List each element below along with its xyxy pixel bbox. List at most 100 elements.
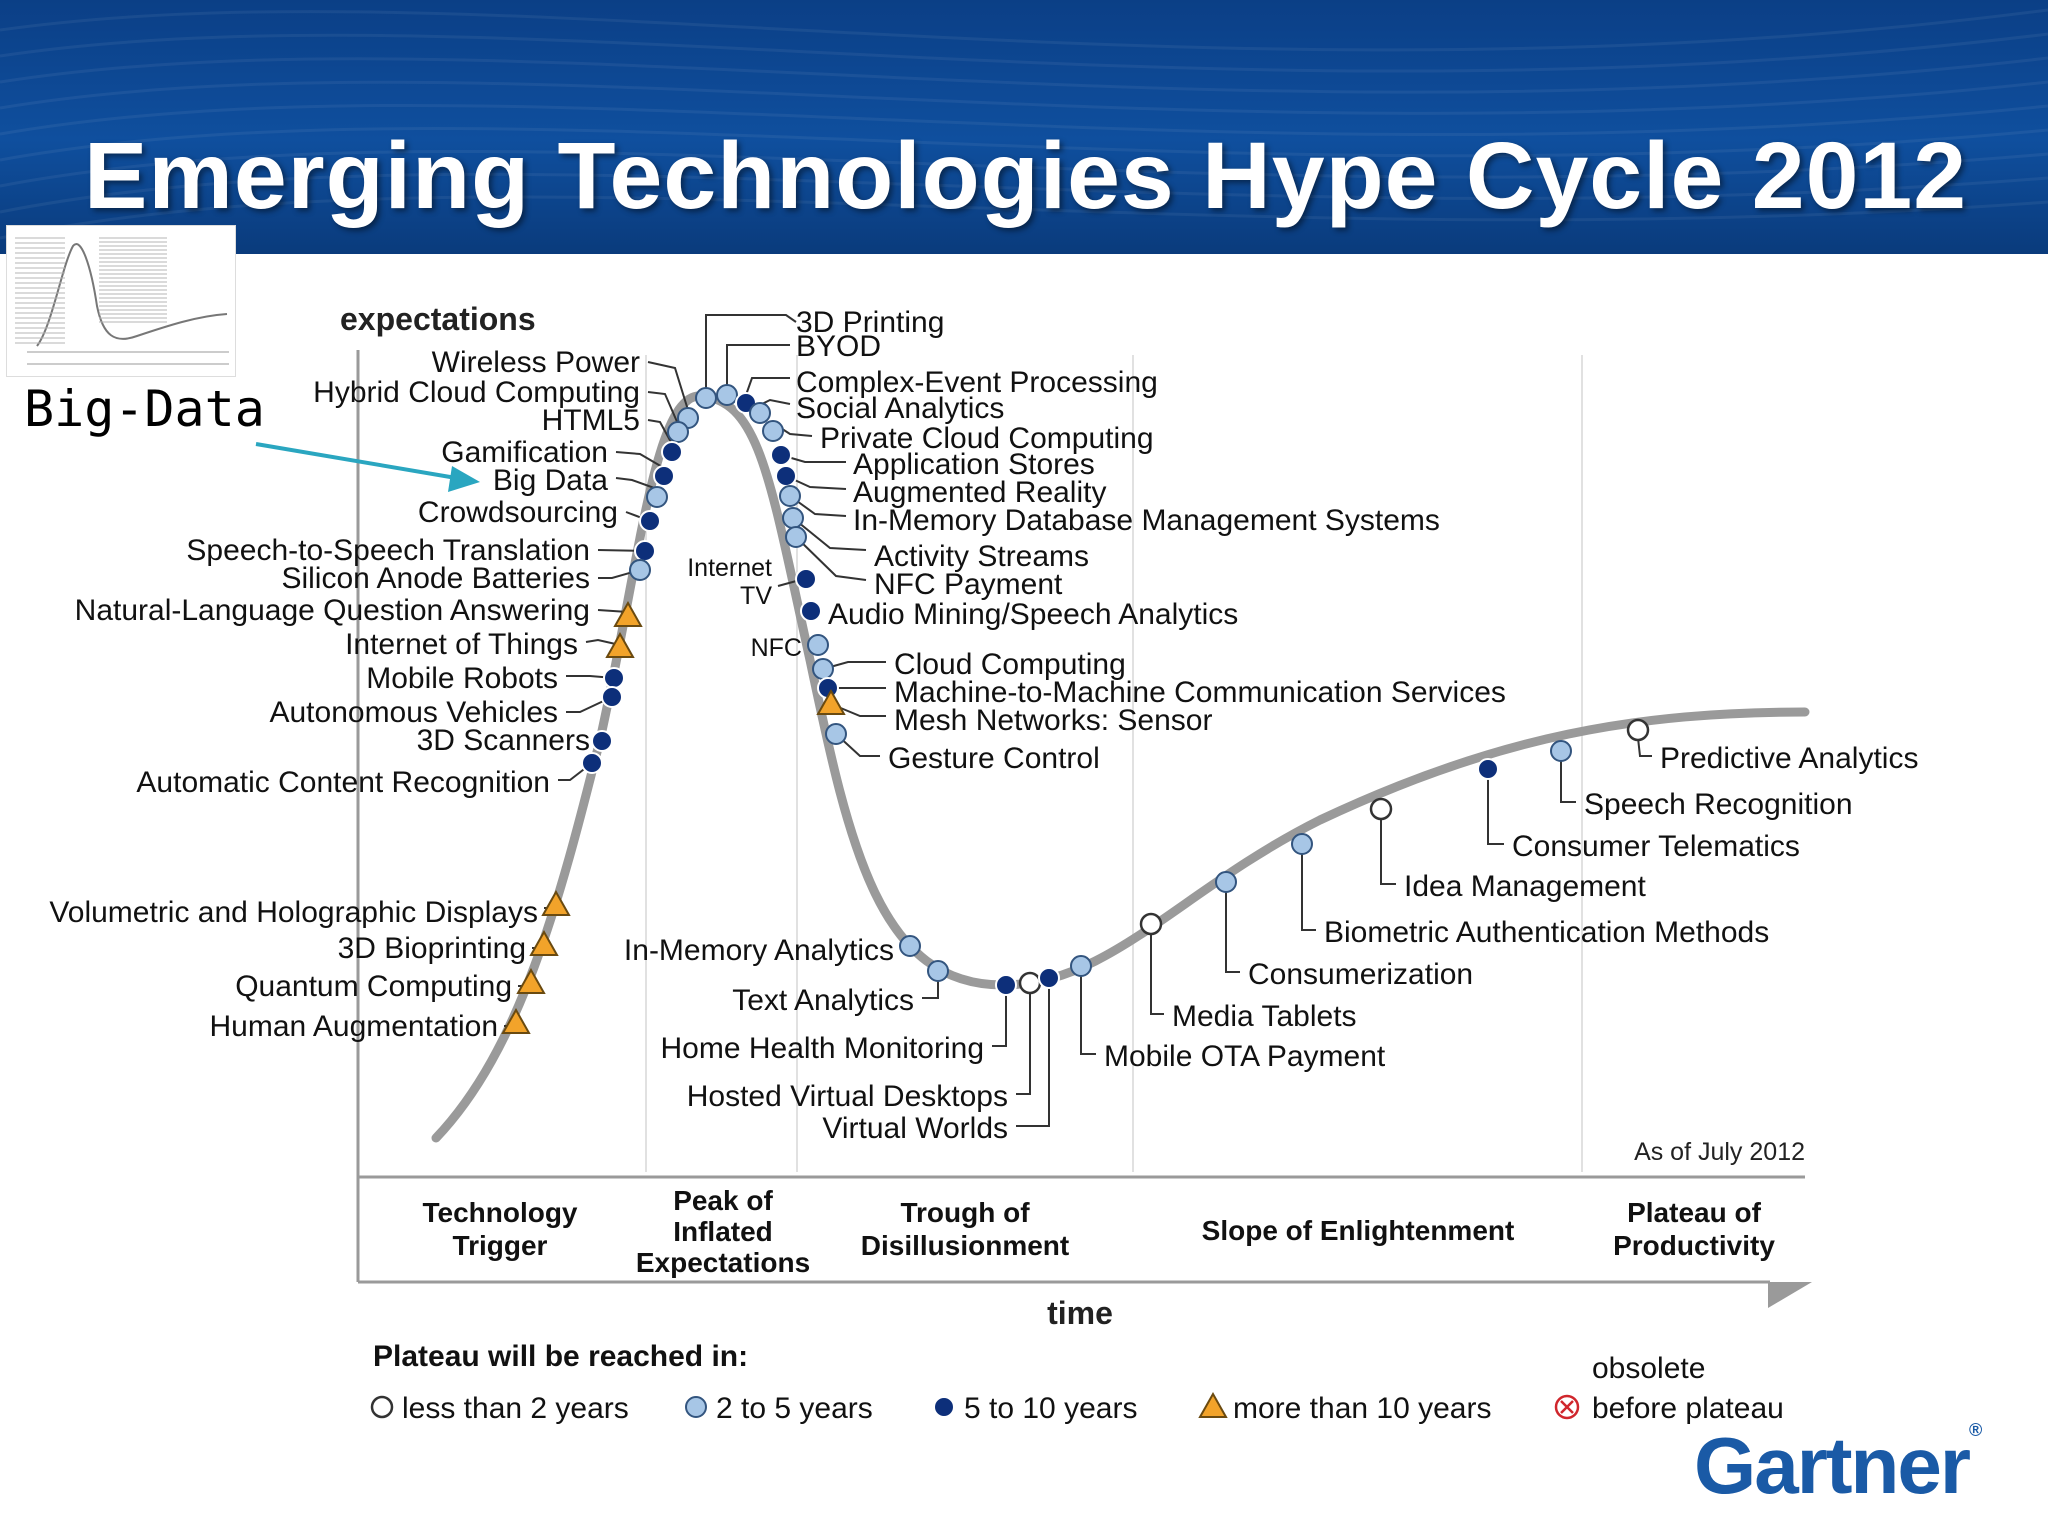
label-audio-mining-speech-analytics: Audio Mining/Speech Analytics [828,598,1238,631]
label-nfc: NFC [751,634,802,662]
label-consumerization: Consumerization [1248,958,1473,991]
marker-media-tablets [1139,912,1163,936]
label-idea-management: Idea Management [1404,870,1646,903]
leader-autonomous-vehicles [566,696,613,713]
legend-marker-light-circle [685,1396,707,1418]
label-application-stores: Application Stores [853,448,1095,481]
leader-home-health-monitoring [992,993,1007,1047]
leader-predictive-analytics [1637,737,1652,757]
leader-gamification [615,451,665,469]
label-wireless-power: Wireless Power [432,346,640,379]
label-speech-recognition: Speech Recognition [1584,788,1853,821]
label-hosted-virtual-desktops: Hosted Virtual Desktops [687,1080,1008,1113]
marker-big-data [646,486,668,508]
leader-speech-recognition [1560,759,1576,803]
banner-wave [0,172,2048,214]
label-gesture-control: Gesture Control [888,742,1100,775]
banner-wave [0,56,2048,94]
phase-label-trough-of-disillusionment-2: Disillusionment [861,1230,1069,1261]
registered-mark: ® [1968,1420,1983,1440]
banner-wave [0,8,2048,52]
x-axis-arrowhead [1768,1282,1812,1308]
phase-label-peak-of-inflated-expectations-3: Expectations [636,1247,810,1278]
label-complex-event-processing: Complex-Event Processing [796,366,1158,399]
gartner-logo: Gartner® [1694,1420,1982,1512]
label-machine-to-machine-communication-services: Machine-to-Machine Communication Service… [894,676,1506,709]
legend-label-triangle: more than 10 years [1233,1392,1491,1425]
marker-audio-mining-speech-analytics [800,600,822,622]
x-axis-label: time [1047,1295,1113,1331]
marker-nfc-payment [785,526,807,548]
thumb-curve [36,243,228,347]
marker-mobile-ota-payment [1070,955,1092,977]
marker-mobile-robots [603,667,625,689]
marker-in-memory-database-management-systems [779,485,801,507]
label-media-tablets: Media Tablets [1172,1000,1357,1033]
marker-autonomous-vehicles [601,686,623,708]
marker-application-stores [770,444,792,466]
marker-biometric-authentication-methods [1291,833,1313,855]
marker-crowdsourcing [639,510,661,532]
marker-internet-tv [795,568,817,590]
marker-nfc [807,634,829,656]
label-speech-to-speech-translation: Speech-to-Speech Translation [186,534,590,567]
marker-human-augmentation [501,1007,531,1034]
label-3d-printing: 3D Printing [796,306,944,339]
y-axis-label: expectations [340,301,536,337]
label-nfc-payment: NFC Payment [874,568,1063,601]
label-mobile-ota-payment: Mobile OTA Payment [1104,1040,1386,1073]
label-home-health-monitoring: Home Health Monitoring [661,1032,984,1065]
legend-label-dark-circle: 5 to 10 years [964,1392,1137,1425]
banner-wave [0,127,2048,162]
marker-3d-scanners [591,730,613,752]
leader-mobile-ota-payment [1080,974,1096,1055]
marker-text-analytics [927,960,949,982]
label-biometric-authentication-methods: Biometric Authentication Methods [1324,916,1769,949]
label-in-memory-analytics: In-Memory Analytics [624,934,894,967]
leader-byod [726,344,790,387]
marker-gesture-control [825,723,847,745]
callout-arrow-shaft [255,442,463,481]
leader-3d-printing [705,314,797,390]
banner-wave [0,103,2048,137]
phase-label-trough-of-disillusionment-1: Trough of [900,1197,1030,1228]
label-text-analytics: Text Analytics [732,984,914,1017]
phase-label-plateau-of-productivity-2: Productivity [1613,1230,1775,1261]
label-natural-language-question-answering: Natural-Language Question Answering [75,594,590,627]
legend-marker-empty-circle [370,1395,394,1419]
marker-gamification [653,465,675,487]
marker-hosted-virtual-desktops [1018,971,1042,995]
big-data-callout: Big-Data [24,380,265,438]
label-gamification: Gamification [441,436,608,469]
marker-activity-streams [782,507,804,529]
slide-title: Emerging Technologies Hype Cycle 2012 [84,123,1968,229]
marker-silicon-anode-batteries [629,559,651,581]
legend-marker-obsolete-cross [1560,1400,1574,1414]
leader-hybrid-cloud-computing [647,391,679,425]
marker-3d-printing [695,387,717,409]
marker-byod [716,384,738,406]
leader-hosted-virtual-desktops [1016,991,1031,1095]
label-internet-tv-line2: TV [740,582,772,610]
leader-virtual-worlds [1016,986,1050,1127]
marker-home-health-monitoring [995,974,1017,996]
legend-label-obsolete-line2: before plateau [1592,1392,1784,1425]
leader-complex-event-processing [745,377,790,396]
label-volumetric-and-holographic-displays: Volumetric and Holographic Displays [49,896,538,929]
label-automatic-content-recognition: Automatic Content Recognition [136,766,550,799]
marker-idea-management [1369,797,1393,821]
label-augmented-reality: Augmented Reality [853,476,1106,509]
chart-text: expectations time As of July 2012 Technolog… [340,301,1805,1331]
leader-text-analytics [922,979,939,999]
label-byod: BYOD [796,330,881,363]
leader-internet-of-things [585,638,621,646]
marker-3d-bioprinting [529,929,559,956]
chart-frame [356,350,1812,1308]
label-silicon-anode-batteries: Silicon Anode Batteries [281,562,590,595]
marker-augmented-reality [775,465,797,487]
label-activity-streams: Activity Streams [874,540,1089,573]
label-virtual-worlds: Virtual Worlds [822,1112,1008,1145]
leader-activity-streams [792,517,867,551]
